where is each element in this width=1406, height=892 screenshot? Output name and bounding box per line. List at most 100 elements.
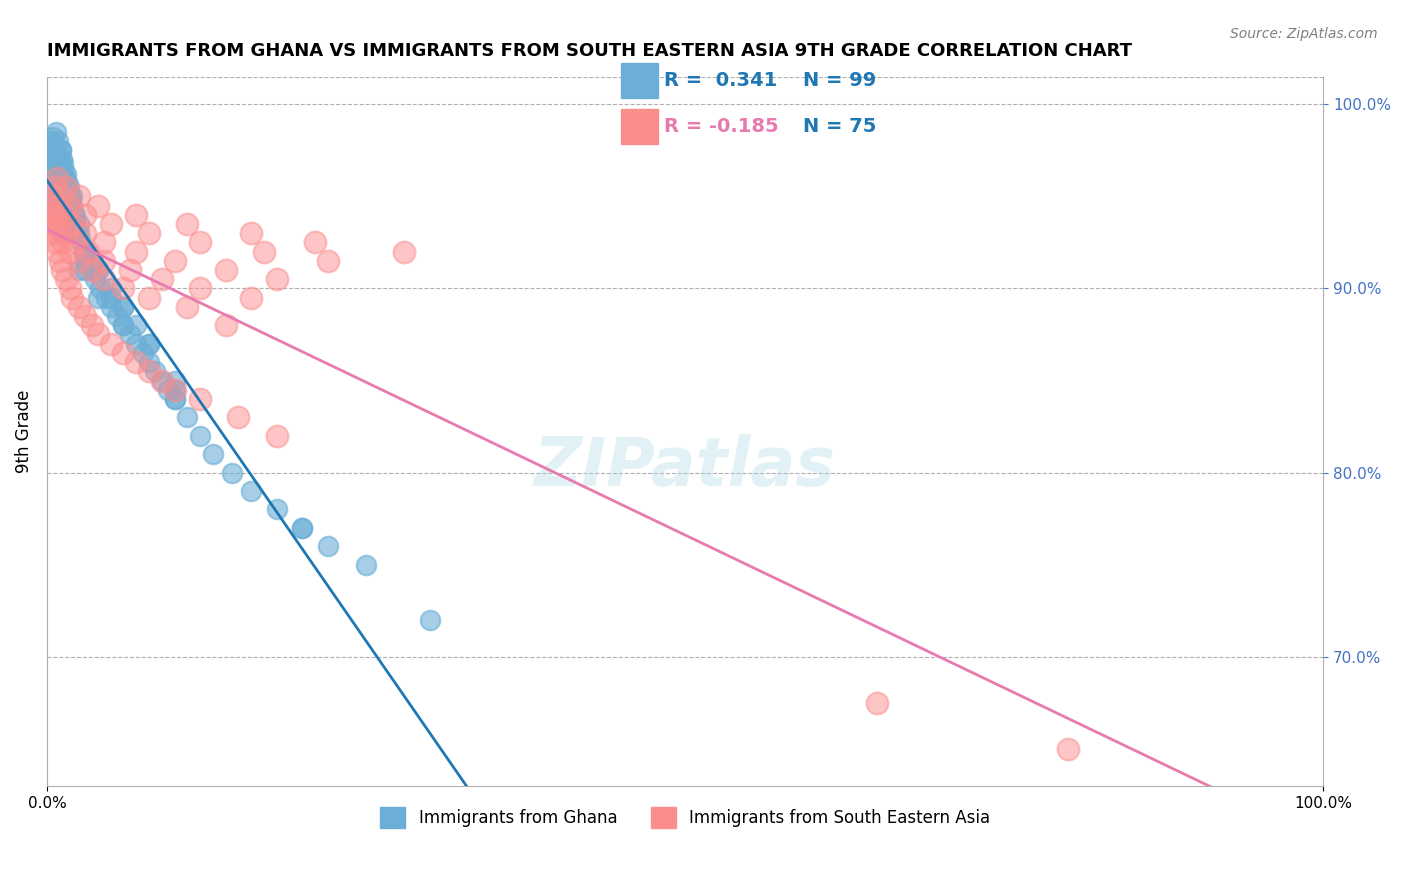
Point bbox=[100, 300, 122, 314]
Point bbox=[100, 281, 122, 295]
Point bbox=[67, 253, 90, 268]
Point bbox=[53, 170, 76, 185]
Point bbox=[80, 263, 103, 277]
Point bbox=[105, 309, 128, 323]
Text: IMMIGRANTS FROM GHANA VS IMMIGRANTS FROM SOUTH EASTERN ASIA 9TH GRADE CORRELATIO: IMMIGRANTS FROM GHANA VS IMMIGRANTS FROM… bbox=[46, 42, 1132, 60]
Point bbox=[39, 134, 62, 148]
Point bbox=[48, 253, 70, 268]
Point bbox=[67, 189, 90, 203]
Point bbox=[138, 364, 160, 378]
Point bbox=[62, 208, 84, 222]
Point bbox=[75, 244, 97, 259]
Bar bbox=[621, 63, 658, 98]
Point bbox=[201, 447, 224, 461]
Point bbox=[163, 383, 186, 397]
Point bbox=[118, 327, 141, 342]
Point bbox=[131, 346, 153, 360]
Point bbox=[157, 383, 180, 397]
Point bbox=[41, 137, 63, 152]
Point bbox=[63, 217, 86, 231]
Bar bbox=[621, 110, 658, 144]
Point bbox=[87, 327, 110, 342]
Point bbox=[75, 253, 97, 268]
Point bbox=[240, 484, 263, 499]
Point bbox=[145, 364, 167, 378]
Point bbox=[291, 521, 314, 535]
Point bbox=[59, 281, 82, 295]
Point bbox=[291, 521, 314, 535]
Y-axis label: 9th Grade: 9th Grade bbox=[15, 390, 32, 473]
Point bbox=[214, 263, 236, 277]
Point bbox=[67, 226, 90, 240]
Point bbox=[48, 189, 70, 203]
Point bbox=[46, 226, 69, 240]
Point bbox=[48, 208, 70, 222]
Point bbox=[62, 198, 84, 212]
Point bbox=[41, 153, 63, 167]
Point bbox=[51, 226, 73, 240]
Point bbox=[75, 263, 97, 277]
Point bbox=[266, 429, 288, 443]
Point bbox=[42, 170, 65, 185]
Point bbox=[163, 253, 186, 268]
Point bbox=[84, 272, 107, 286]
Point bbox=[55, 180, 77, 194]
Point bbox=[60, 193, 83, 207]
Point bbox=[51, 153, 73, 167]
Point bbox=[240, 291, 263, 305]
Point bbox=[67, 300, 90, 314]
Text: R = -0.185: R = -0.185 bbox=[664, 117, 779, 136]
Point bbox=[150, 272, 173, 286]
Point bbox=[100, 336, 122, 351]
Point bbox=[176, 410, 198, 425]
Point bbox=[75, 309, 97, 323]
Text: N = 99: N = 99 bbox=[803, 70, 876, 89]
Point bbox=[354, 558, 377, 572]
Point bbox=[38, 143, 60, 157]
Point bbox=[39, 161, 62, 176]
Point bbox=[176, 300, 198, 314]
Point bbox=[188, 429, 211, 443]
Point bbox=[865, 696, 887, 710]
Point bbox=[316, 253, 339, 268]
Point bbox=[42, 217, 65, 231]
Point bbox=[53, 208, 76, 222]
Point bbox=[163, 392, 186, 406]
Point bbox=[44, 153, 66, 167]
Point bbox=[55, 198, 77, 212]
Point bbox=[70, 235, 93, 250]
Point bbox=[125, 355, 148, 369]
Point bbox=[52, 161, 75, 176]
Point bbox=[55, 167, 77, 181]
Point bbox=[56, 175, 79, 189]
Point bbox=[125, 244, 148, 259]
Point bbox=[138, 226, 160, 240]
Point bbox=[48, 217, 70, 231]
Point bbox=[118, 263, 141, 277]
Point bbox=[55, 272, 77, 286]
Point bbox=[59, 198, 82, 212]
Point bbox=[80, 263, 103, 277]
Point bbox=[266, 272, 288, 286]
Point bbox=[80, 253, 103, 268]
Point bbox=[1057, 742, 1080, 756]
Point bbox=[51, 235, 73, 250]
Point bbox=[87, 198, 110, 212]
Point bbox=[253, 244, 276, 259]
Point bbox=[67, 217, 90, 231]
Point bbox=[75, 226, 97, 240]
Point bbox=[62, 217, 84, 231]
Point bbox=[52, 156, 75, 170]
Point bbox=[41, 226, 63, 240]
Text: N = 75: N = 75 bbox=[803, 117, 877, 136]
Point bbox=[62, 226, 84, 240]
Point bbox=[112, 318, 135, 333]
Point bbox=[112, 300, 135, 314]
Text: R =  0.341: R = 0.341 bbox=[664, 70, 778, 89]
Point bbox=[49, 143, 72, 157]
Point bbox=[138, 336, 160, 351]
Point bbox=[55, 226, 77, 240]
Point bbox=[49, 143, 72, 157]
Point bbox=[394, 244, 416, 259]
Point bbox=[266, 502, 288, 516]
